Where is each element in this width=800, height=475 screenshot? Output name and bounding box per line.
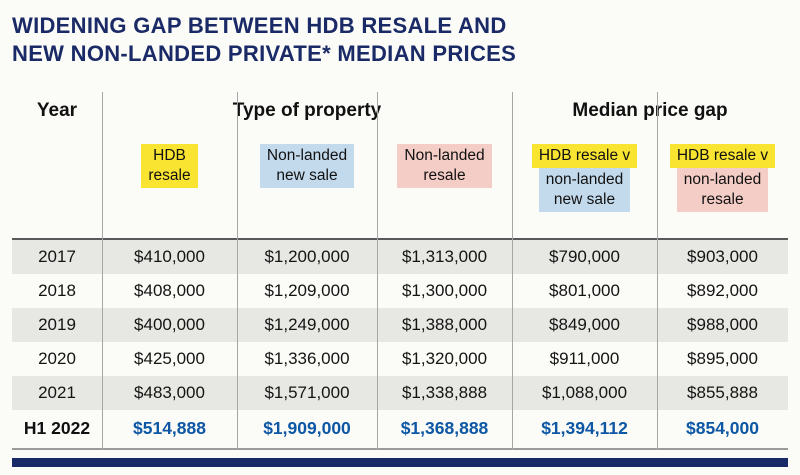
table-row: 2021 $483,000 $1,571,000 $1,338,888 $1,0… (12, 375, 788, 410)
gap-resale-top-highlight: HDB resale v (669, 143, 776, 169)
value-cell: $854,000 (686, 418, 759, 439)
group-header-gap: Median price gap (572, 99, 728, 121)
value-cell: $1,368,888 (400, 418, 489, 439)
value-cell: $1,088,000 (541, 382, 628, 402)
column-divider (377, 91, 378, 450)
page-title: WIDENING GAP BETWEEN HDB RESALE AND NEW … (12, 13, 517, 66)
table-row: 2020 $425,000 $1,336,000 $1,320,000 $911… (12, 342, 788, 376)
subheader-gap-resale: HDB resale v non-landed resale (657, 138, 788, 238)
value-cell: $1,571,000 (264, 382, 350, 402)
value-cell: $903,000 (687, 246, 758, 266)
year-cell: H1 2022 (23, 418, 91, 439)
value-cell: $483,000 (134, 382, 205, 402)
value-cell: $790,000 (549, 246, 620, 266)
value-cell: $1,320,000 (401, 348, 488, 368)
value-cell: $1,909,000 (263, 418, 351, 439)
group-header-row: Year Type of property Median price gap (12, 92, 788, 138)
value-cell: $514,888 (133, 418, 206, 439)
year-cell: 2021 (38, 382, 76, 402)
value-cell: $895,000 (687, 348, 758, 368)
column-divider (237, 91, 238, 450)
gap-resale-bottom-highlight: non-landed resale (676, 168, 769, 213)
value-cell: $1,300,000 (401, 280, 488, 300)
year-cell: 2019 (38, 314, 76, 334)
value-cell: $1,388,000 (401, 314, 488, 334)
subheader-empty (12, 138, 102, 238)
year-cell: 2020 (38, 348, 76, 368)
table-row: 2019 $400,000 $1,249,000 $1,388,000 $849… (12, 307, 788, 342)
table-top-rule (12, 237, 788, 240)
table-row: 2017 $410,000 $1,200,000 $1,313,000 $790… (12, 239, 788, 274)
table-bottom-rule (12, 447, 788, 450)
value-cell: $1,338,888 (401, 382, 488, 402)
value-cell: $849,000 (549, 314, 620, 334)
column-divider (657, 91, 658, 450)
value-cell: $911,000 (549, 348, 620, 368)
year-cell: 2017 (38, 246, 76, 266)
gap-new-sale-bottom-highlight: non-landed new sale (538, 168, 631, 213)
value-cell: $1,336,000 (264, 348, 350, 368)
value-cell: $1,313,000 (401, 246, 488, 266)
group-header-property: Type of property (232, 99, 382, 121)
subheader-nonlanded-resale: Non-landed resale (377, 138, 512, 238)
value-cell: $1,200,000 (264, 246, 350, 266)
value-cell: $1,394,112 (541, 418, 628, 439)
value-cell: $1,209,000 (264, 280, 350, 300)
value-cell: $855,888 (687, 382, 758, 402)
nonlanded-new-sale-highlight: Non-landed new sale (259, 143, 355, 189)
gap-new-sale-top-highlight: HDB resale v (531, 143, 638, 169)
value-cell: $801,000 (549, 280, 620, 300)
value-cell: $408,000 (134, 280, 205, 300)
value-cell: $1,249,000 (264, 314, 350, 334)
value-cell: $410,000 (134, 246, 205, 266)
year-cell: 2018 (38, 280, 76, 300)
table-row: 2018 $408,000 $1,209,000 $1,300,000 $801… (12, 274, 788, 308)
column-header-year: Year (36, 99, 78, 121)
table-row-h1-2022: H1 2022 $514,888 $1,909,000 $1,368,888 $… (12, 410, 788, 448)
subheader-nonlanded-new-sale: Non-landed new sale (237, 138, 377, 238)
price-table: Year Type of property Median price gap H… (12, 91, 788, 450)
footer-bar (12, 458, 788, 467)
subheader-hdb-resale: HDB resale (102, 138, 237, 238)
value-cell: $400,000 (134, 314, 205, 334)
subheader-row: HDB resale Non-landed new sale Non-lande… (12, 138, 788, 238)
value-cell: $425,000 (134, 348, 205, 368)
value-cell: $892,000 (687, 280, 758, 300)
column-divider (512, 91, 513, 450)
subheader-gap-new-sale: HDB resale v non-landed new sale (512, 138, 657, 238)
nonlanded-resale-highlight: Non-landed resale (397, 143, 492, 189)
value-cell: $988,000 (687, 314, 758, 334)
column-divider (102, 91, 103, 450)
hdb-resale-highlight: HDB resale (141, 143, 198, 189)
